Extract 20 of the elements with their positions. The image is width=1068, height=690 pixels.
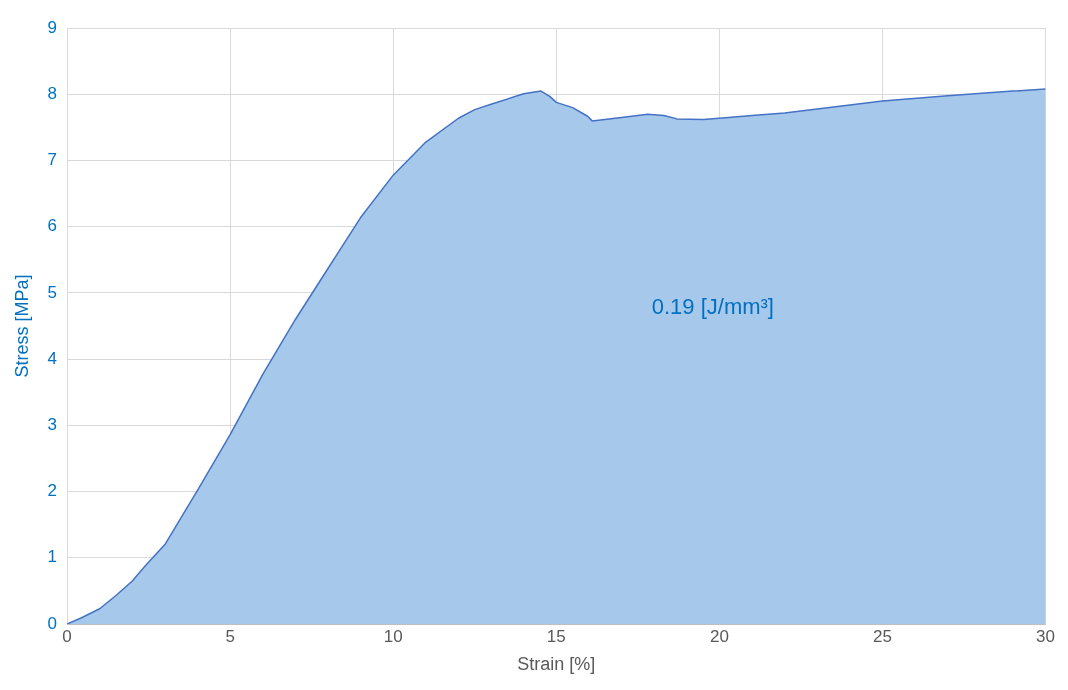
x-tick-label: 25: [873, 626, 892, 646]
x-tick-label: 30: [1036, 626, 1056, 646]
y-tick-label: 7: [47, 150, 58, 170]
x-tick-label: 0: [62, 626, 72, 646]
x-tick-label: 20: [709, 626, 729, 646]
y-tick-label: 5: [47, 282, 58, 302]
x-tick-label: 15: [546, 626, 566, 646]
y-tick-label: 1: [47, 547, 58, 567]
y-tick-label: 0: [47, 613, 58, 633]
x-tick-label: 5: [225, 626, 235, 646]
y-tick-label: 4: [47, 348, 58, 368]
y-tick-label: 8: [47, 84, 58, 104]
annotation: 0.19 [J/mm³]: [651, 294, 774, 320]
y-tick-label: 9: [47, 17, 58, 37]
y-tick-label: 6: [47, 216, 58, 236]
y-tick-label: 2: [47, 481, 58, 501]
x-tick-label: 10: [383, 626, 403, 646]
x-axis-title: Strain [%]: [517, 654, 596, 675]
y-tick-label: 3: [47, 415, 58, 435]
y-axis-title: Stress [MPa]: [11, 274, 32, 378]
